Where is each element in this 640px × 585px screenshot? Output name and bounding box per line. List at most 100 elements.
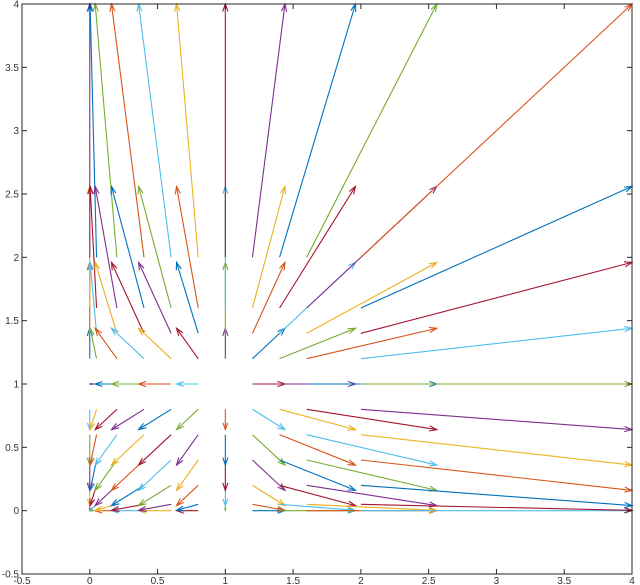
- arrow-head: [174, 381, 184, 387]
- quiver-arrow: [94, 459, 118, 492]
- arrow-shaft: [138, 327, 172, 360]
- arrow-shaft: [279, 327, 356, 360]
- quiver-arrow: [360, 484, 634, 509]
- x-tick-label: -0.5: [13, 576, 31, 585]
- arrow-head: [280, 184, 287, 195]
- quiver-arrow: [279, 2, 357, 258]
- arrow-shaft: [94, 459, 118, 491]
- quiver-arrow: [222, 409, 229, 432]
- arrow-shaft: [176, 434, 199, 466]
- y-tick-label: 1.5: [5, 316, 19, 327]
- arrow-shaft: [306, 261, 438, 334]
- y-tick-label: 2.5: [5, 190, 19, 201]
- y-tick-label: 0.5: [5, 443, 19, 454]
- arrow-head: [93, 422, 103, 431]
- arrow-shaft: [306, 503, 437, 511]
- quiver-arrow: [251, 184, 287, 309]
- y-tick-label: -0.5: [2, 570, 20, 581]
- arrow-head: [110, 260, 118, 271]
- arrow-head: [94, 260, 101, 271]
- quiver-arrow: [110, 327, 145, 360]
- arrow-shaft: [110, 186, 145, 309]
- x-tick-label: 0.5: [151, 576, 165, 585]
- arrow-shaft: [138, 459, 172, 491]
- arrow-shaft: [138, 262, 172, 334]
- quiver-arrow: [306, 261, 439, 334]
- arrow-head: [110, 483, 119, 492]
- arrow-shaft: [89, 434, 98, 466]
- quiver-arrow: [175, 260, 199, 334]
- arrow-head: [175, 482, 184, 492]
- quiver-arrow: [94, 434, 118, 467]
- plot-box: [21, 3, 633, 575]
- arrow-shaft: [176, 459, 199, 491]
- quiver-arrow: [222, 2, 229, 258]
- arrow-shaft: [138, 186, 172, 309]
- quiver-arrow: [252, 408, 287, 431]
- y-tick-label: 3.5: [5, 63, 19, 74]
- arrow-head: [348, 184, 357, 195]
- arrow-head: [222, 422, 229, 432]
- quiver-arrow: [93, 408, 118, 431]
- arrow-shaft: [360, 327, 633, 360]
- quiver-arrow: [175, 408, 199, 431]
- arrow-head: [136, 505, 147, 513]
- quiver-arrow: [279, 459, 358, 492]
- arrow-shaft: [110, 3, 145, 258]
- arrow-head: [428, 460, 439, 467]
- y-tick-label: 1: [13, 380, 19, 391]
- quiver-arrow: [137, 408, 172, 431]
- arrow-shaft: [110, 262, 145, 334]
- quiver-arrow: [306, 484, 439, 508]
- x-tick-label: 1: [223, 576, 229, 585]
- arrow-shaft: [111, 327, 145, 360]
- arrow-shaft: [94, 434, 118, 466]
- quiver-arrow: [174, 503, 199, 512]
- quiver-arrow: [94, 260, 118, 334]
- quiver-arrow: [360, 459, 634, 493]
- arrow-shaft: [138, 503, 172, 511]
- y-tick-label: 2: [13, 253, 19, 264]
- arrow-head: [137, 327, 147, 336]
- arrow-head: [88, 457, 95, 467]
- quiver-arrow: [137, 260, 172, 334]
- arrow-shaft: [306, 459, 437, 491]
- arrow-head: [347, 424, 358, 431]
- arrow-shaft: [252, 503, 286, 511]
- arrow-head: [89, 498, 95, 508]
- arrow-head: [136, 380, 147, 388]
- arrow-head: [174, 505, 185, 512]
- arrow-head: [137, 260, 145, 271]
- arrow-head: [279, 260, 286, 271]
- arrow-head: [110, 327, 119, 336]
- arrow-shaft: [94, 408, 118, 431]
- arrow-shaft: [89, 328, 98, 359]
- arrow-head: [87, 260, 94, 271]
- arrow-shaft: [360, 261, 633, 334]
- arrow-head: [88, 507, 94, 512]
- arrow-shaft: [138, 484, 172, 507]
- quiver-arrow: [136, 2, 172, 258]
- arrow-shaft: [306, 3, 438, 258]
- arrow-shaft: [252, 408, 286, 431]
- arrow-shaft: [175, 3, 199, 258]
- x-tick-label: 3.5: [557, 576, 571, 585]
- arrow-head: [277, 457, 287, 467]
- arrow-shaft: [175, 186, 199, 309]
- quiver-arrow: [360, 185, 634, 309]
- quiver-arrow: [222, 434, 229, 467]
- arrow-head: [89, 422, 95, 432]
- arrow-head: [88, 326, 95, 337]
- arrow-shaft: [360, 3, 633, 258]
- quiver-arrow: [360, 261, 634, 334]
- arrow-head: [110, 457, 119, 467]
- arrow-head: [94, 326, 103, 337]
- arrow-shaft: [279, 484, 356, 507]
- arrow-head: [93, 184, 100, 195]
- quiver-arrow: [110, 408, 145, 431]
- arrow-shaft: [279, 3, 356, 258]
- arrow-shaft: [176, 503, 199, 511]
- quiver-arrow: [110, 260, 145, 334]
- arrow-head: [347, 327, 358, 334]
- arrow-head: [109, 380, 120, 388]
